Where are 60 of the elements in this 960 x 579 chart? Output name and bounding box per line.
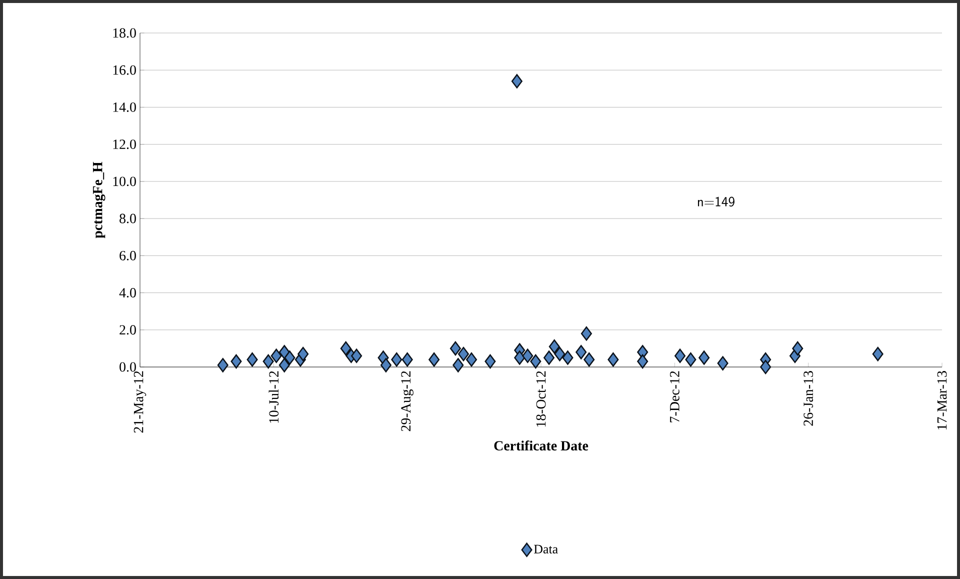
point	[270, 348, 282, 363]
point	[522, 348, 534, 363]
y-tick-label: 18.0	[113, 28, 136, 38]
point	[608, 352, 619, 367]
point	[450, 341, 461, 356]
point	[230, 354, 242, 369]
x-tick-label: 21-May-12	[134, 371, 146, 433]
point	[760, 360, 772, 374]
point	[576, 345, 587, 360]
point	[452, 358, 464, 372]
point	[402, 352, 413, 367]
y-tick-label: 14.0	[113, 102, 136, 112]
x-tick-label: 29-Aug-12	[401, 371, 414, 432]
y-tick-label: 6.0	[120, 250, 136, 260]
x-axis-title: Certificate Date	[494, 440, 588, 450]
point	[637, 354, 648, 369]
x-tick-label: 17-Mar-13	[937, 371, 947, 430]
point	[298, 346, 309, 362]
y-tick-label: 4.0	[119, 288, 136, 298]
point	[548, 339, 560, 354]
point	[584, 352, 595, 367]
legend-label: Data	[534, 544, 558, 554]
point	[458, 346, 469, 362]
point	[340, 341, 352, 356]
x-tick-label: 10-Jul-12	[268, 371, 279, 423]
x-tick-label: 18-Oct-12	[536, 371, 546, 427]
y-tick-label: 0.0	[120, 362, 136, 372]
point	[246, 352, 258, 367]
point	[511, 74, 522, 88]
y-axis-title: pctmagFe_H	[93, 162, 106, 238]
y-tick-label: 16.0	[113, 65, 136, 75]
annotation: n=149	[698, 196, 734, 207]
point	[466, 352, 478, 367]
point	[514, 350, 526, 365]
y-tick-label: 10.0	[113, 176, 136, 186]
point	[872, 346, 884, 362]
x-tick-label: 26-Jan-13	[804, 371, 814, 426]
point	[562, 350, 574, 365]
point	[351, 348, 362, 363]
point	[428, 352, 440, 367]
point	[284, 350, 296, 365]
point	[278, 358, 290, 372]
point	[544, 350, 555, 365]
point	[530, 354, 542, 369]
point	[484, 354, 496, 369]
point	[380, 358, 392, 372]
point	[698, 350, 710, 365]
point	[217, 358, 228, 372]
point	[792, 341, 804, 356]
point	[391, 352, 402, 367]
point	[554, 346, 566, 362]
point	[580, 326, 592, 341]
point	[262, 354, 274, 369]
y-tick-label: 8.0	[120, 214, 136, 224]
y-tick-label: 12.0	[113, 140, 136, 150]
point	[685, 352, 696, 367]
y-tick-label: 2.0	[120, 325, 136, 335]
point	[717, 356, 728, 370]
point	[674, 348, 686, 363]
x-tick-label: 7-Dec-12	[670, 371, 680, 422]
